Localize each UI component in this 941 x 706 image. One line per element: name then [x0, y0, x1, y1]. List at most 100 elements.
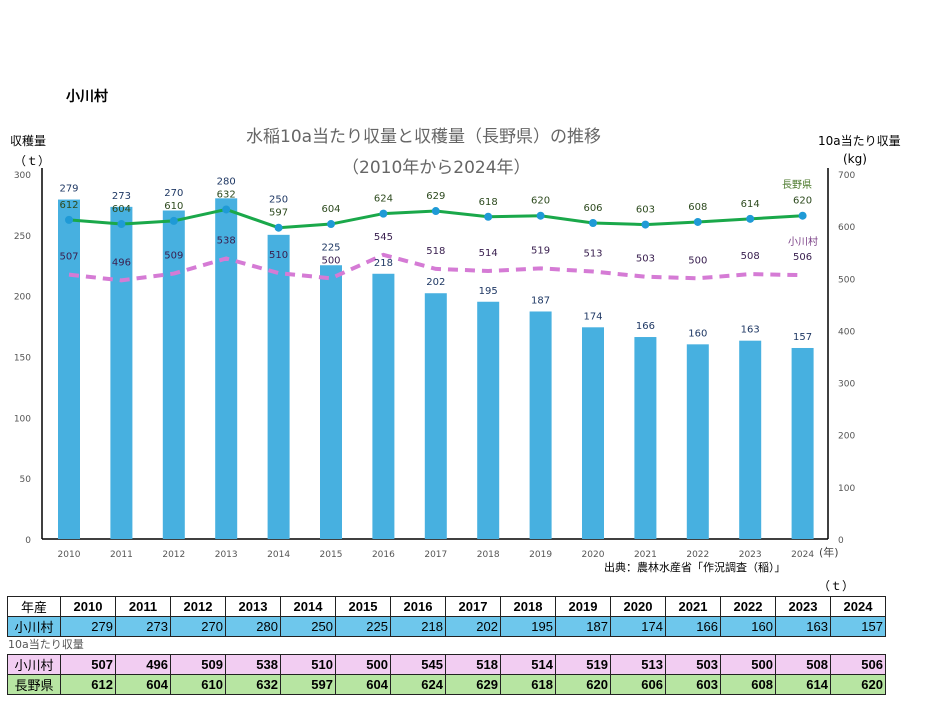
table-cell: 514 — [500, 654, 556, 675]
bar-data-label: 250 — [269, 195, 288, 206]
prefecture-marker — [431, 207, 440, 216]
table-cell: 508 — [775, 654, 831, 675]
table-cell: 250 — [280, 616, 336, 637]
table-cell: 632 — [225, 674, 281, 695]
left-tick-label: 300 — [14, 171, 31, 181]
x-tick-label: 2017 — [424, 550, 447, 560]
table-cell: 2015 — [335, 596, 391, 617]
right-axis-unit: (kg) — [843, 152, 867, 166]
table-cell: 2012 — [170, 596, 226, 617]
village-data-label: 514 — [479, 248, 498, 259]
village-data-label: 513 — [583, 249, 602, 260]
prefecture-marker — [589, 219, 597, 228]
left-axis-label: 収穫量 — [10, 134, 47, 148]
prefecture-marker — [536, 211, 545, 220]
table-cell: 166 — [665, 616, 721, 637]
right-tick-label: 0 — [838, 536, 844, 546]
prefecture-marker — [117, 220, 126, 229]
bar-data-label: 225 — [321, 242, 340, 253]
table-cell: 606 — [610, 674, 666, 695]
table-cell: 608 — [720, 674, 776, 695]
village-data-label: 507 — [59, 252, 78, 263]
table-cell: 612 — [60, 674, 116, 695]
prefecture-data-label: 606 — [583, 203, 602, 214]
right-tick-label: 400 — [838, 327, 855, 337]
right-tick-label: 700 — [838, 171, 855, 181]
table-row-prefecture-yield: 長野県 612 604 610 632 597 604 624 629 618 620 606 603 6… — [7, 674, 886, 695]
prefecture-marker — [169, 216, 178, 225]
bar-data-label: 202 — [426, 277, 445, 288]
bar-data-label: 270 — [164, 188, 183, 199]
source-note: 出典：農林水産省「作況調査（稲）」 — [604, 561, 786, 574]
table-cell: 604 — [335, 674, 391, 695]
prefecture-data-label: 604 — [112, 204, 131, 215]
prefecture-marker — [379, 209, 388, 218]
row-label: 小川村 — [7, 654, 61, 675]
table-cell: 500 — [335, 654, 391, 675]
table-row-harvest: 小川村 279 273 270 280 250 225 218 202 195 187 174 166 1… — [7, 616, 886, 637]
village-data-label: 508 — [741, 251, 760, 262]
prefecture-data-label: 632 — [217, 189, 236, 200]
prefecture-data-label: 608 — [688, 202, 707, 213]
table-cell: 2018 — [500, 596, 556, 617]
right-axis-label: 10a当たり収量 — [818, 134, 901, 148]
prefecture-data-label: 610 — [164, 201, 183, 212]
prefecture-marker — [222, 205, 231, 214]
right-tick-label: 500 — [838, 275, 855, 285]
village-yield-line — [68, 252, 803, 283]
table-cell: 629 — [445, 674, 501, 695]
table-cell: 620 — [830, 674, 886, 695]
x-tick-label: 2018 — [477, 550, 500, 560]
bar-data-label: 163 — [741, 325, 760, 336]
table-cell: 279 — [60, 616, 116, 637]
table-cell: 2020 — [610, 596, 666, 617]
table-cell: 2021 — [665, 596, 721, 617]
village-data-label: 496 — [112, 257, 131, 268]
bar-data-label: 279 — [59, 184, 78, 195]
table-cell: 506 — [830, 654, 886, 675]
bar — [739, 340, 762, 539]
table-cell: 503 — [665, 654, 721, 675]
prefecture-data-label: 603 — [636, 205, 655, 216]
prefecture-marker — [641, 220, 650, 229]
right-tick-label: 100 — [838, 484, 855, 494]
x-axis-unit: (年) — [819, 546, 839, 559]
x-tick-label: 2021 — [634, 550, 657, 560]
table-cell: 195 — [500, 616, 556, 637]
prefecture-data-label: 620 — [531, 196, 550, 207]
table-cell: 496 — [115, 654, 171, 675]
table-cell: 620 — [555, 674, 611, 695]
x-tick-label: 2023 — [739, 550, 762, 560]
table-cell: 280 — [225, 616, 281, 637]
table-unit: （ｔ） — [818, 579, 855, 593]
table-cell: 160 — [720, 616, 776, 637]
bar-data-label: 174 — [583, 311, 602, 322]
x-tick-label: 2013 — [215, 550, 238, 560]
village-data-label: 503 — [636, 254, 655, 265]
harvest-table: 年産 2010 2011 2012 2013 2014 2015 2016 2017 2018 20… — [7, 596, 886, 637]
bar — [58, 199, 80, 540]
table-header-row: 年産 2010 2011 2012 2013 2014 2015 2016 2017 2018 20… — [7, 596, 886, 617]
x-tick-label: 2020 — [582, 550, 605, 560]
village-data-label: 509 — [164, 251, 183, 262]
bar — [791, 347, 814, 539]
table-cell: 2010 — [60, 596, 116, 617]
table-cell: 538 — [225, 654, 281, 675]
x-tick-label: 2011 — [110, 550, 133, 560]
table-cell: 604 — [115, 674, 171, 695]
right-tick-label: 200 — [838, 432, 855, 442]
row-label: 小川村 — [7, 616, 61, 637]
bar — [424, 293, 447, 539]
prefecture-marker — [327, 220, 335, 229]
prefecture-marker — [798, 211, 807, 220]
bar — [582, 327, 604, 539]
bar-data-label: 160 — [688, 328, 707, 339]
table-cell: 157 — [830, 616, 886, 637]
village-data-label: 506 — [793, 252, 812, 263]
bar — [529, 311, 552, 539]
x-tick-label: 2016 — [372, 550, 395, 560]
left-tick-label: 200 — [14, 293, 31, 303]
bar — [215, 198, 238, 540]
left-tick-label: 150 — [14, 354, 31, 364]
